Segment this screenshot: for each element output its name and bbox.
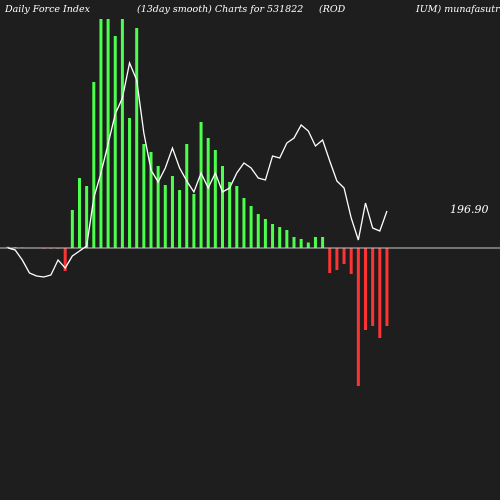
force-bar — [99, 19, 103, 248]
force-bar — [156, 166, 160, 248]
chart-title-part-1: Daily Force Index — [4, 4, 91, 15]
force-bar — [378, 248, 382, 338]
force-bar — [263, 219, 267, 248]
force-bar — [185, 144, 189, 248]
force-bar — [249, 206, 253, 248]
force-bar — [356, 248, 360, 386]
force-bar — [106, 19, 110, 248]
force-bar — [256, 214, 260, 248]
force-bar — [292, 237, 296, 248]
force-bar — [78, 178, 81, 248]
force-bar — [192, 194, 196, 248]
force-bar — [349, 248, 353, 274]
force-bar — [335, 248, 339, 270]
force-bar — [128, 118, 132, 248]
chart-title-part-2: (13day smooth) Charts for 531822 — [137, 4, 303, 15]
force-bar — [178, 190, 182, 248]
force-bars — [6, 19, 389, 386]
force-bar — [170, 176, 174, 248]
force-bar — [113, 36, 117, 248]
force-bar — [271, 224, 275, 248]
chart-title-part-4: IUM) munafasutra.com — [415, 4, 500, 15]
force-bar — [163, 185, 167, 248]
chart-title-part-3: (ROD — [319, 4, 346, 15]
force-bar — [285, 230, 289, 248]
force-bar — [235, 186, 239, 248]
force-bar — [92, 82, 96, 248]
force-bar — [63, 248, 67, 271]
force-bar — [120, 19, 124, 248]
force-bar — [299, 239, 303, 248]
force-bar — [228, 182, 232, 248]
force-bar — [149, 152, 153, 248]
smoothed-force-line — [7, 60, 388, 278]
force-bar — [306, 242, 310, 248]
force-bar — [321, 237, 325, 248]
force-bar — [142, 144, 146, 248]
force-bar — [85, 186, 89, 248]
force-bar — [221, 166, 224, 248]
force-bar — [242, 198, 246, 248]
force-bar — [385, 248, 389, 326]
force-bar — [342, 248, 346, 264]
force-bar — [313, 237, 317, 248]
force-bar — [213, 150, 217, 248]
force-bar — [364, 248, 367, 330]
force-bar — [206, 138, 210, 248]
force-bar — [199, 122, 203, 248]
force-bar — [6, 246, 10, 248]
force-bar — [135, 28, 139, 248]
force-bar — [278, 227, 282, 248]
force-bar — [70, 210, 74, 248]
last-value-label: 196.90 — [450, 203, 489, 216]
force-bar — [328, 248, 332, 273]
force-bar — [371, 248, 375, 326]
